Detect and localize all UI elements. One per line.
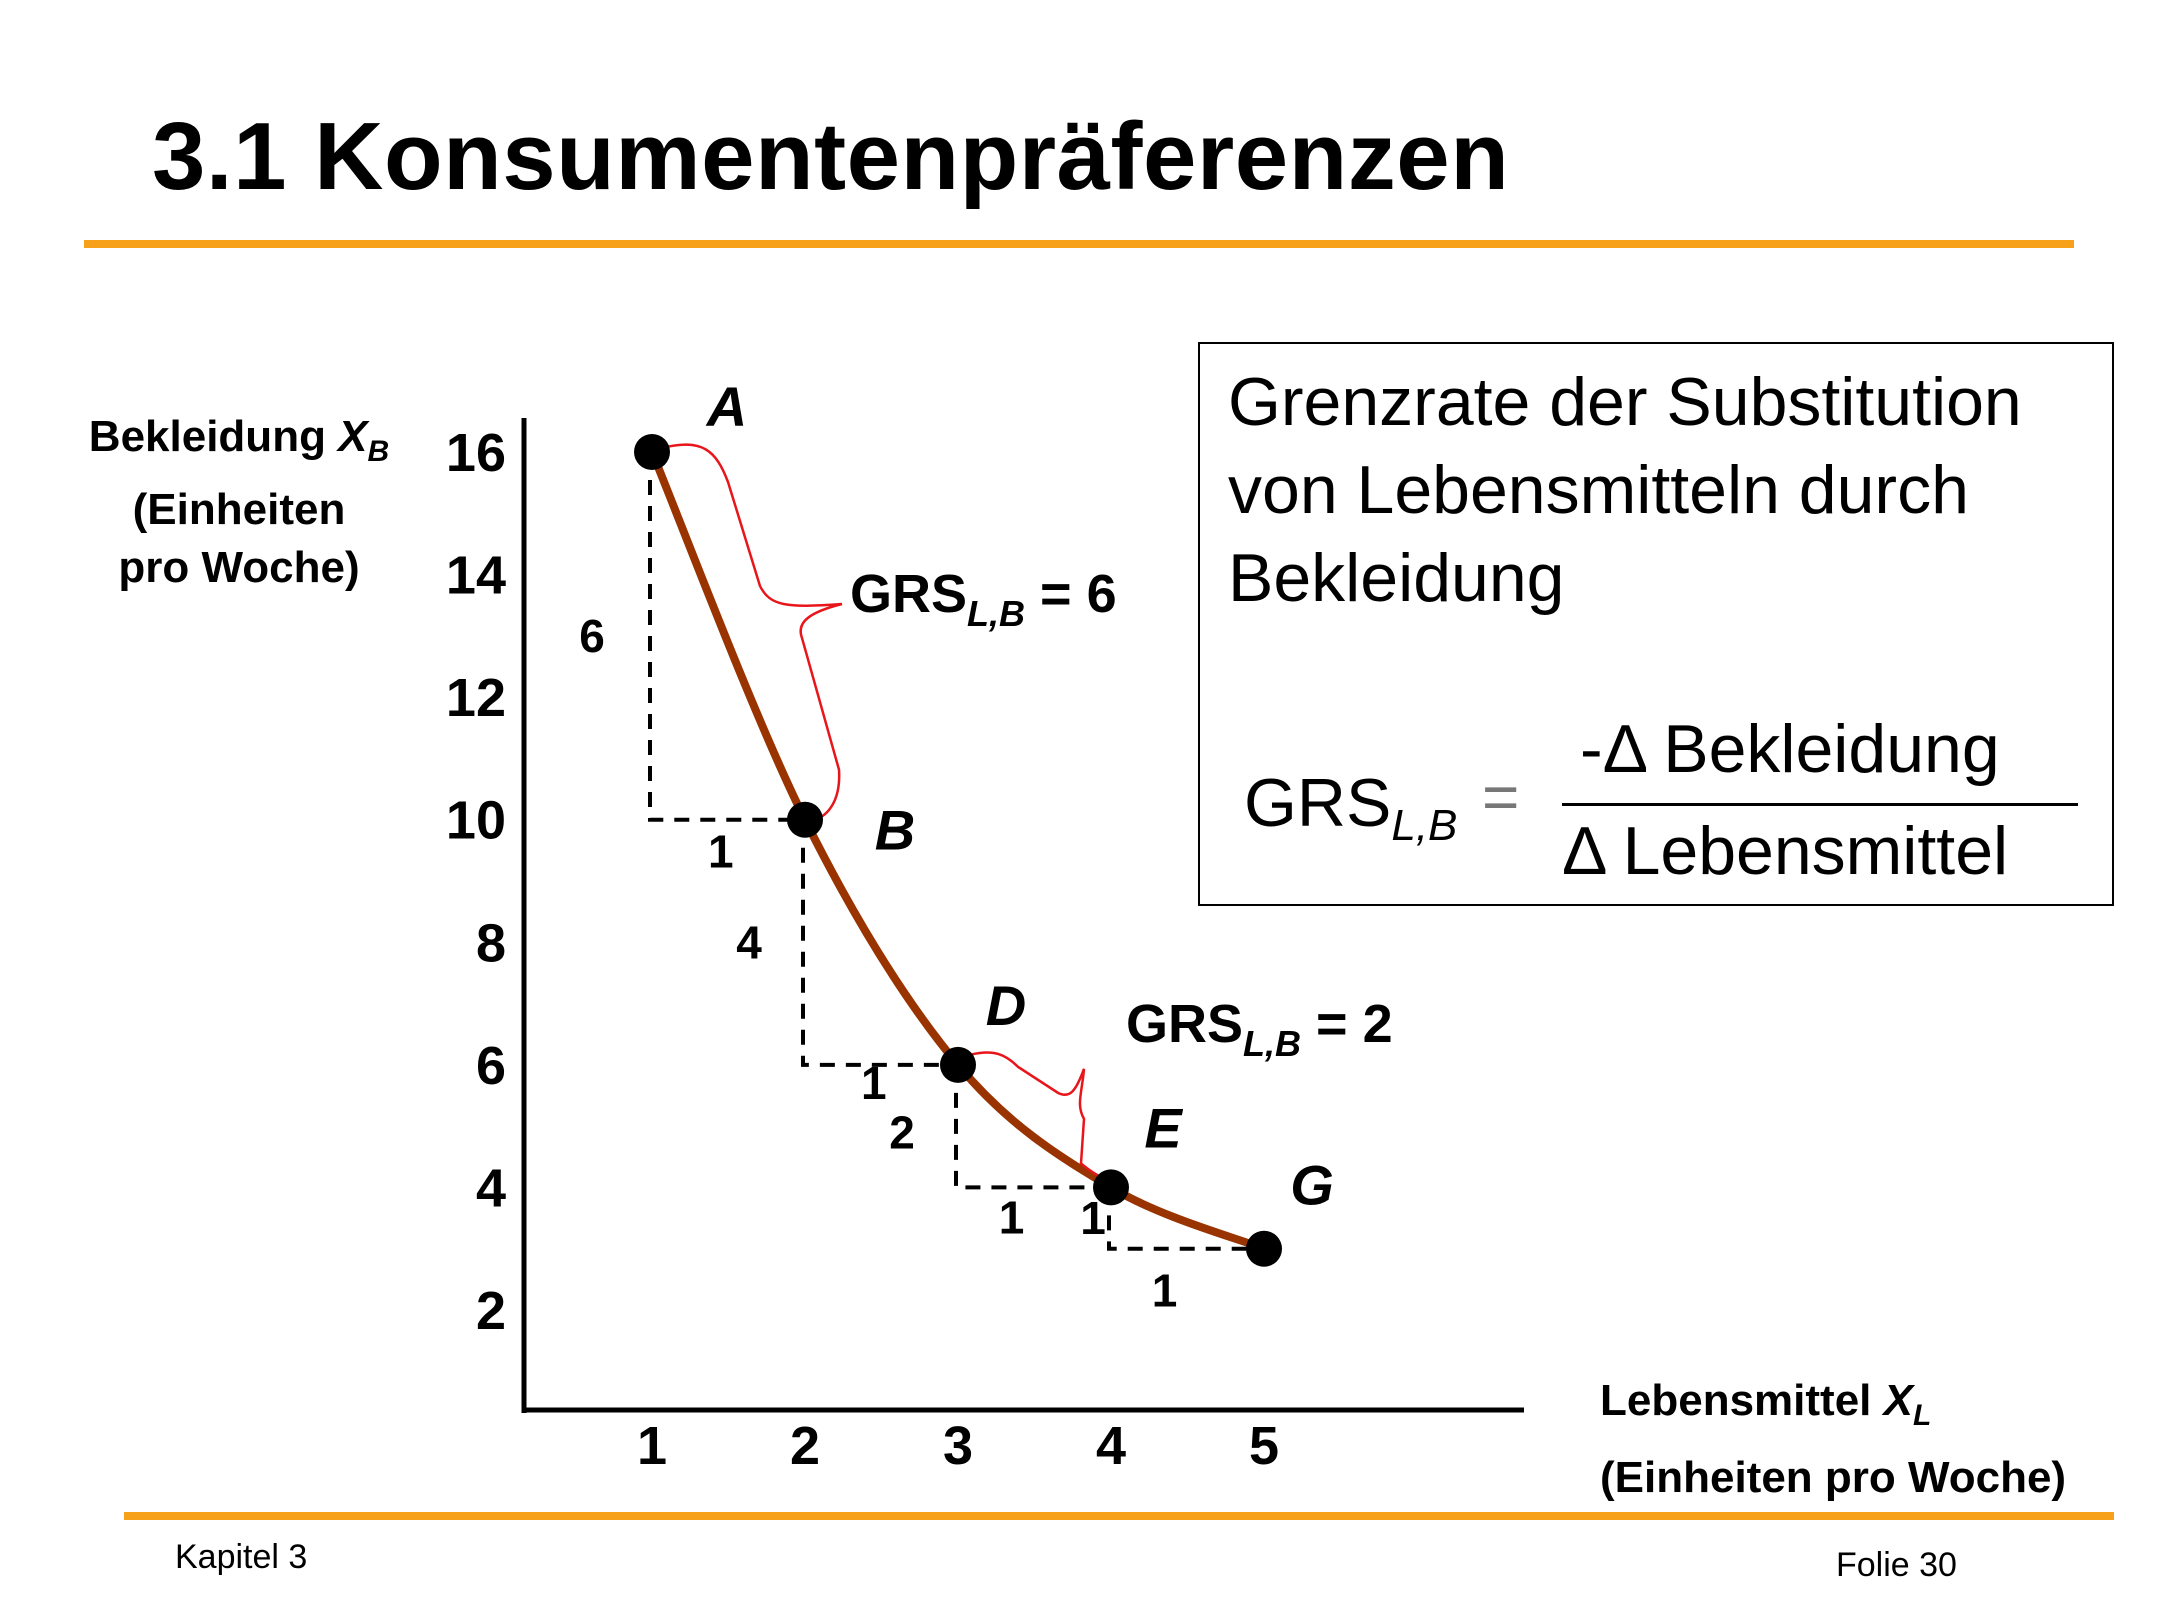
definition-line-3: Bekleidung bbox=[1228, 540, 1565, 616]
formula-fraction-bar bbox=[1562, 803, 2078, 806]
step-dashes-D-E bbox=[954, 1092, 1105, 1190]
x-axis-title: Lebensmittel XL (Einheiten pro Woche) bbox=[1600, 1370, 2066, 1509]
step-dx-label-A-B: 1 bbox=[708, 826, 734, 878]
definition-text: Grenzrate der Substitution von Lebensmit… bbox=[1228, 358, 2108, 622]
grs-formula: GRSL,B = -Δ Bekleidung Δ Lebensmittel bbox=[1244, 711, 2104, 892]
grs-label-subscript: L,B bbox=[967, 593, 1025, 634]
y-tick-label-4: 4 bbox=[476, 1158, 506, 1218]
indifference-curve bbox=[648, 448, 1268, 1253]
definition-line-1: Grenzrate der Substitution bbox=[1228, 364, 2022, 440]
point-label-b: B bbox=[875, 799, 915, 862]
grs-label-main: GRS bbox=[1126, 994, 1243, 1054]
grs-label-a-b: GRSL,B = 6 bbox=[850, 564, 1117, 634]
title-underline bbox=[84, 240, 2074, 248]
x-axis-title-line1: Lebensmittel XL bbox=[1600, 1376, 1932, 1432]
point-g bbox=[1246, 1230, 1282, 1267]
grs-label-value: = 2 bbox=[1301, 994, 1393, 1054]
grs-brace-d-e bbox=[969, 1051, 1112, 1183]
grs-label-d-e: GRSL,B = 2 bbox=[1126, 994, 1393, 1064]
formula-lhs-subscript: L,B bbox=[1391, 801, 1458, 850]
step-dx-label-B-D: 1 bbox=[861, 1057, 887, 1109]
point-label-e: E bbox=[1144, 1096, 1183, 1159]
step-dx-label-D-E: 1 bbox=[999, 1191, 1025, 1243]
x-tick-label-2: 2 bbox=[790, 1416, 820, 1476]
point-b bbox=[787, 801, 823, 838]
x-tick-label-3: 3 bbox=[943, 1416, 973, 1476]
step-dy-label-D-E: 2 bbox=[889, 1106, 915, 1158]
formula-numerator: -Δ Bekleidung bbox=[1580, 711, 2000, 787]
formula-denominator: Δ Lebensmittel bbox=[1562, 813, 2009, 889]
grs-brace-a-b bbox=[661, 443, 843, 821]
step-dx-label-E-G: 1 bbox=[1152, 1265, 1178, 1317]
grs-label-subscript: L,B bbox=[1243, 1023, 1301, 1064]
y-tick-label-2: 2 bbox=[476, 1281, 506, 1341]
y-axis-title-line2: (Einheiten bbox=[132, 484, 346, 534]
footer-slide-number: Folie 30 bbox=[1836, 1546, 1957, 1584]
formula-lhs: GRSL,B bbox=[1244, 765, 1458, 850]
y-tick-label-8: 8 bbox=[476, 913, 506, 973]
slide-title: 3.1 Konsumentenpräferenzen bbox=[152, 103, 1510, 210]
y-axis-title: Bekleidung XB (Einheiten pro Woche) bbox=[64, 408, 414, 597]
step-dashes-B-D bbox=[801, 847, 952, 1067]
point-e bbox=[1093, 1169, 1129, 1206]
y-tick-label-12: 12 bbox=[446, 668, 506, 728]
step-dashes-A-B bbox=[648, 480, 799, 822]
grs-label-value: = 6 bbox=[1025, 564, 1117, 624]
x-tick-label-4: 4 bbox=[1096, 1416, 1126, 1476]
point-label-d: D bbox=[986, 974, 1026, 1037]
y-axis-title-line1: Bekleidung XB bbox=[88, 412, 390, 468]
y-tick-label-6: 6 bbox=[476, 1036, 506, 1096]
point-label-a: A bbox=[705, 375, 747, 438]
point-a bbox=[634, 434, 670, 470]
step-dy-label-A-B: 6 bbox=[579, 610, 605, 662]
step-dy-label-B-D: 4 bbox=[736, 916, 762, 968]
definition-box: Grenzrate der Substitution von Lebensmit… bbox=[1198, 342, 2114, 906]
y-tick-label-14: 14 bbox=[446, 546, 506, 606]
point-d bbox=[940, 1046, 976, 1083]
y-tick-label-16: 16 bbox=[446, 423, 506, 483]
x-tick-label-5: 5 bbox=[1249, 1416, 1279, 1476]
x-axis-title-line2: (Einheiten pro Woche) bbox=[1600, 1452, 2067, 1502]
definition-line-2: von Lebensmitteln durch bbox=[1228, 452, 1969, 528]
y-tick-label-10: 10 bbox=[446, 791, 506, 851]
footer-chapter: Kapitel 3 bbox=[175, 1538, 308, 1576]
y-axis-title-line3: pro Woche) bbox=[118, 542, 360, 592]
step-dashes-E-G bbox=[1107, 1215, 1258, 1251]
footer-rule bbox=[124, 1512, 2114, 1520]
x-tick-label-1: 1 bbox=[637, 1416, 667, 1476]
grs-label-main: GRS bbox=[850, 564, 967, 624]
formula-equals: = bbox=[1482, 761, 1520, 833]
point-label-g: G bbox=[1290, 1154, 1334, 1217]
